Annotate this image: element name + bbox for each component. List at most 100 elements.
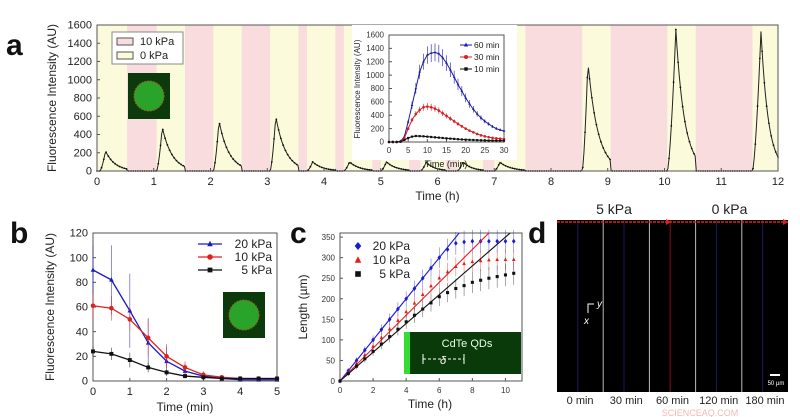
data-point [674, 28, 677, 31]
data-point-b [90, 267, 96, 272]
data-point [438, 168, 441, 171]
data-point [320, 166, 323, 169]
data-point [286, 153, 289, 156]
axis-b-xtick-label: 3 [200, 386, 206, 398]
data-point [518, 168, 521, 171]
axis-c-ytick-label: 300 [322, 254, 336, 263]
data-point [511, 167, 514, 170]
inset-axis-ytick-label: 1200 [366, 57, 384, 66]
data-point [475, 168, 477, 170]
data-point [609, 158, 611, 161]
cell-droplet [133, 80, 165, 112]
inset-data-point [498, 128, 502, 131]
ten-kpa-interval [610, 25, 668, 171]
axis-a-ytick-label: 1400 [68, 38, 92, 50]
data-point [316, 164, 319, 167]
axis-a-ytick-label: 1600 [68, 20, 92, 32]
axis-c-xtick-label: 2 [371, 386, 376, 395]
axis-b-ytick-label: 120 [70, 228, 88, 240]
inset-axis-ytick-label: 200 [371, 124, 385, 133]
data-point [763, 81, 766, 84]
data-point [359, 167, 362, 169]
axis-a-xtick-label: 9 [605, 176, 611, 188]
data-point-c [429, 301, 433, 305]
data-point [361, 167, 364, 170]
data-point [509, 166, 512, 169]
data-point [366, 168, 369, 171]
data-point [670, 125, 673, 127]
x-axis-label-b: Time (min) [157, 400, 214, 414]
data-point [690, 147, 693, 150]
data-point [765, 105, 768, 108]
data-point [593, 111, 596, 114]
data-point [768, 122, 770, 125]
data-point [293, 161, 296, 164]
data-point [504, 164, 507, 167]
inset-data-point [437, 136, 440, 139]
data-point [400, 168, 403, 170]
data-point [429, 164, 432, 167]
data-point-c [412, 313, 416, 317]
data-point [468, 165, 471, 168]
inset-legend-label: 30 min [474, 52, 500, 62]
inset-axis-xtick-label: 15 [442, 146, 451, 155]
data-point [522, 169, 525, 171]
data-point [584, 131, 586, 134]
legend-marker-c [354, 242, 362, 250]
data-point-c [511, 238, 516, 244]
data-point [502, 163, 505, 166]
inset-data-point [410, 103, 414, 107]
axis-a-ytick-label: 1000 [68, 74, 92, 86]
data-point [368, 168, 371, 171]
inset-data-point [464, 138, 467, 141]
inset-data-point [491, 124, 494, 128]
axis-b-xtick-label: 2 [164, 386, 170, 398]
data-point-c [379, 342, 383, 346]
data-point [422, 166, 425, 168]
data-point [157, 162, 160, 165]
inset-data-point [406, 127, 410, 130]
inset-data-point [391, 140, 394, 144]
inset-data-point [407, 136, 410, 140]
inset-data-point [430, 135, 433, 139]
data-point [770, 134, 773, 137]
y-axis-label-a: Fluorescence Intensity (AU) [45, 24, 59, 172]
inset-axis-ytick-label: 1000 [366, 71, 384, 80]
axis-a-ytick-label: 200 [74, 147, 92, 159]
data-point [432, 166, 434, 168]
data-point-b [145, 335, 151, 341]
data-point [314, 162, 316, 165]
data-point [216, 140, 219, 143]
axis-b-ytick-label: 100 [70, 252, 88, 264]
axis-b-xtick-label: 1 [127, 386, 133, 398]
axis-a-xtick-label: 1 [151, 176, 157, 188]
data-point [352, 163, 355, 166]
axis-c-ytick-label: 50 [326, 356, 335, 365]
data-point [102, 158, 105, 161]
inset-axis-xtick-label: 20 [461, 146, 470, 155]
data-point [516, 168, 518, 171]
inset-data-point [464, 127, 467, 130]
inset-data-point [495, 137, 498, 140]
data-point [164, 137, 167, 140]
data-point-b [164, 354, 169, 359]
data-point-c [462, 261, 466, 266]
inset-data-point [456, 82, 460, 86]
legend-marker-b [207, 240, 213, 247]
axis-b-ytick-label: 60 [76, 302, 88, 314]
inset-data-point [456, 122, 460, 126]
data-point [273, 138, 275, 140]
inset-data-point [426, 135, 429, 138]
axis-a-ytick-label: 1200 [68, 56, 92, 68]
scale-bar-label: 50 µm [768, 381, 785, 387]
data-point [597, 133, 600, 136]
data-point [391, 164, 393, 167]
ten-kpa-interval [695, 25, 753, 171]
inset-data-point [437, 51, 441, 55]
data-point-c [371, 349, 375, 353]
data-point [477, 168, 480, 171]
panel-label-c: c [290, 217, 307, 250]
inset-data-point [414, 134, 417, 138]
data-point [227, 151, 230, 154]
